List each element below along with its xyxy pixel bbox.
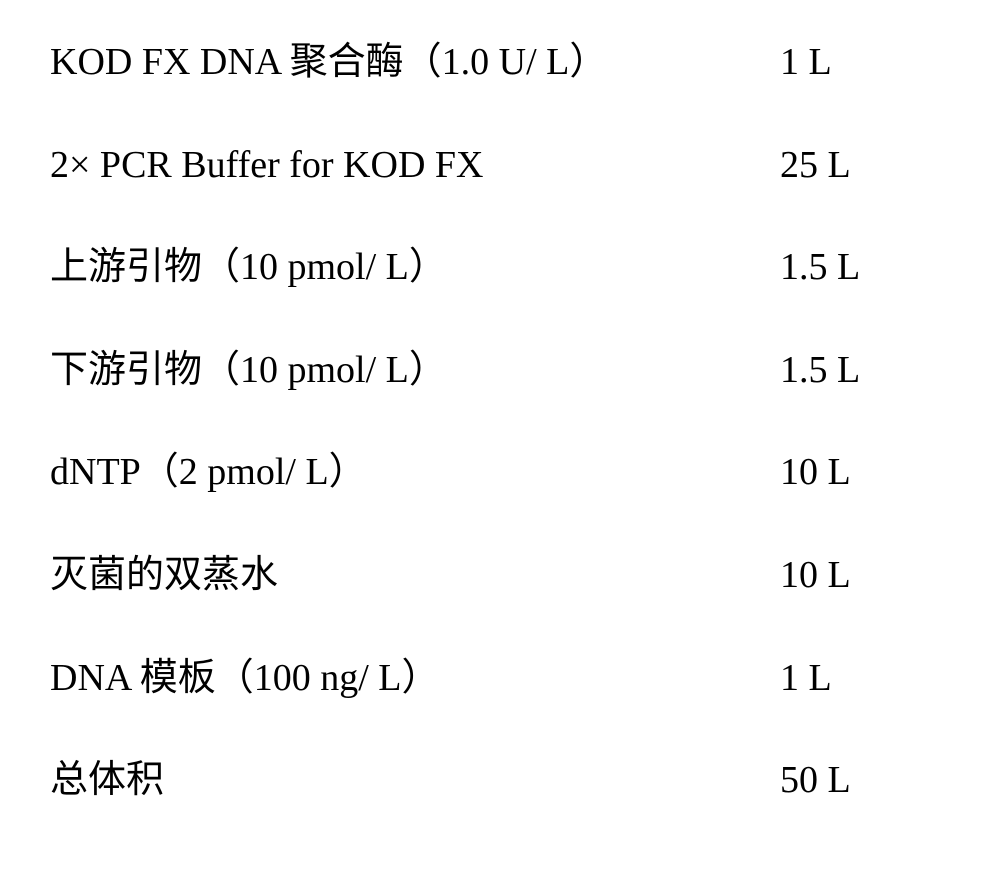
- reagent-value: 1.5 L: [780, 348, 950, 394]
- reagent-label: 灭菌的双蒸水: [50, 553, 278, 599]
- reagent-value: 10 L: [780, 553, 950, 599]
- table-row: DNA 模板（100 ng/ L） 1 L: [50, 656, 950, 702]
- reagent-label: 2× PCR Buffer for KOD FX: [50, 143, 483, 189]
- reagent-value: 10 L: [780, 450, 950, 496]
- reagent-value: 1.5 L: [780, 245, 950, 291]
- reagent-label: KOD FX DNA 聚合酶（1.0 U/ L）: [50, 40, 607, 86]
- reagent-label: 总体积: [50, 758, 164, 804]
- reagent-value: 50 L: [780, 758, 950, 804]
- table-row: 上游引物（10 pmol/ L） 1.5 L: [50, 245, 950, 291]
- reagent-label: 下游引物（10 pmol/ L）: [50, 348, 447, 394]
- table-row: dNTP（2 pmol/ L） 10 L: [50, 450, 950, 496]
- table-row: 总体积 50 L: [50, 758, 950, 804]
- reagent-label: dNTP（2 pmol/ L）: [50, 450, 367, 496]
- table-row: KOD FX DNA 聚合酶（1.0 U/ L） 1 L: [50, 40, 950, 86]
- reagent-value: 1 L: [780, 40, 950, 86]
- reagent-value: 1 L: [780, 656, 950, 702]
- reagent-value: 25 L: [780, 143, 950, 189]
- table-row: 2× PCR Buffer for KOD FX 25 L: [50, 143, 950, 189]
- reagent-label: 上游引物（10 pmol/ L）: [50, 245, 447, 291]
- table-row: 下游引物（10 pmol/ L） 1.5 L: [50, 348, 950, 394]
- table-row: 灭菌的双蒸水 10 L: [50, 553, 950, 599]
- reagent-label: DNA 模板（100 ng/ L）: [50, 656, 440, 702]
